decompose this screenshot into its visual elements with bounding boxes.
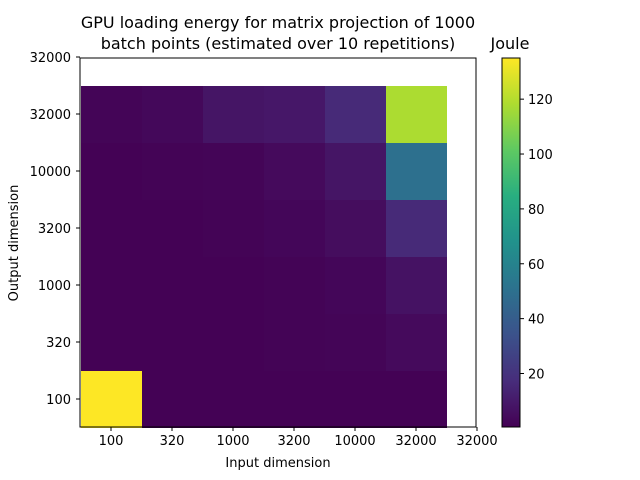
heatmap-cells bbox=[81, 86, 447, 428]
heatmap-cell bbox=[386, 200, 447, 257]
heatmap-cell bbox=[81, 371, 142, 428]
heatmap-cell bbox=[203, 143, 264, 200]
heatmap-cell bbox=[264, 200, 325, 257]
heatmap-cell bbox=[264, 143, 325, 200]
heatmap-cell bbox=[325, 371, 386, 428]
x-axis-label: Input dimension bbox=[225, 456, 330, 471]
x-tick-label: 3200 bbox=[277, 434, 310, 449]
heatmap-cell bbox=[142, 371, 203, 428]
heatmap-cell bbox=[203, 200, 264, 257]
heatmap-cell bbox=[81, 314, 142, 371]
plot-frame bbox=[79, 57, 477, 428]
y-axis-label: Output dimension bbox=[7, 185, 22, 302]
colorbar-label: Joule bbox=[490, 34, 530, 53]
heatmap-cell bbox=[264, 257, 325, 314]
y-tick-label: 32000 bbox=[30, 51, 71, 66]
heatmap-cell bbox=[81, 257, 142, 314]
heatmap-cell bbox=[386, 257, 447, 314]
x-tick-label: 32000 bbox=[395, 434, 436, 449]
x-tick-label: 320 bbox=[160, 434, 185, 449]
x-tick-label: 32000 bbox=[456, 434, 497, 449]
colorbar-tick-label: 40 bbox=[528, 313, 545, 328]
x-axis-ticks: 100 320 1000 3200 10000 32000 32000 bbox=[99, 427, 498, 449]
heatmap-cell bbox=[386, 371, 447, 428]
y-tick-label: 1000 bbox=[38, 279, 71, 294]
heatmap-cell bbox=[386, 86, 447, 143]
chart-title-line1: GPU loading energy for matrix projection… bbox=[81, 13, 475, 32]
heatmap-cell bbox=[203, 314, 264, 371]
heatmap-cell bbox=[203, 86, 264, 143]
heatmap-cell bbox=[386, 314, 447, 371]
heatmap-cell bbox=[325, 86, 386, 143]
heatmap-cell bbox=[264, 371, 325, 428]
heatmap-cell bbox=[264, 86, 325, 143]
y-tick-label: 32000 bbox=[30, 108, 71, 123]
heatmap-cell bbox=[81, 200, 142, 257]
heatmap-cell bbox=[142, 143, 203, 200]
colorbar-tick-label: 60 bbox=[528, 258, 545, 273]
x-tick-label: 100 bbox=[99, 434, 124, 449]
colorbar-tick-label: 100 bbox=[528, 148, 553, 163]
heatmap-cell bbox=[142, 314, 203, 371]
heatmap-cell bbox=[81, 86, 142, 143]
y-tick-label: 10000 bbox=[30, 165, 71, 180]
heatmap-cell bbox=[325, 314, 386, 371]
colorbar-ticks: 20 40 60 80 100 120 bbox=[520, 93, 553, 383]
heatmap-cell bbox=[203, 371, 264, 428]
y-tick-label: 100 bbox=[46, 393, 71, 408]
colorbar-tick-label: 20 bbox=[528, 368, 545, 383]
heatmap-cell bbox=[386, 143, 447, 200]
heatmap-cell bbox=[325, 143, 386, 200]
heatmap-cell bbox=[203, 257, 264, 314]
y-tick-label: 320 bbox=[46, 336, 71, 351]
x-tick-label: 10000 bbox=[334, 434, 375, 449]
colorbar-tick-label: 120 bbox=[528, 93, 553, 108]
heatmap-cell bbox=[142, 257, 203, 314]
heatmap-cell bbox=[264, 314, 325, 371]
heatmap-cell bbox=[142, 86, 203, 143]
colorbar-tick-label: 80 bbox=[528, 203, 545, 218]
chart-title-line2: batch points (estimated over 10 repetiti… bbox=[101, 34, 456, 53]
heatmap-cell bbox=[81, 143, 142, 200]
heatmap-cell bbox=[142, 200, 203, 257]
x-tick-label: 1000 bbox=[216, 434, 249, 449]
heatmap-cell bbox=[325, 257, 386, 314]
y-tick-label: 3200 bbox=[38, 222, 71, 237]
colorbar bbox=[501, 57, 521, 428]
heatmap-cell bbox=[325, 200, 386, 257]
y-axis-ticks: 100 320 1000 3200 10000 32000 32000 bbox=[30, 51, 80, 408]
